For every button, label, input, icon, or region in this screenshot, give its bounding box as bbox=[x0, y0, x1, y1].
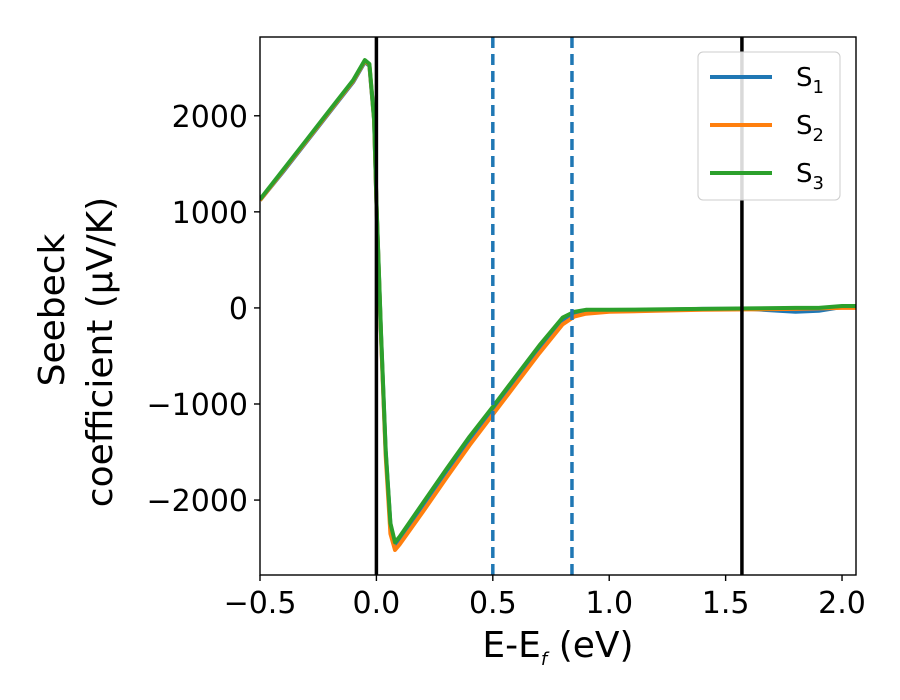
y-axis-ticks: −2000 −1000 0 1000 2000 bbox=[147, 100, 260, 519]
legend-label-1: S1 bbox=[796, 63, 824, 98]
x-tick-label: 0.0 bbox=[353, 586, 401, 621]
x-tick-label: 0.5 bbox=[469, 586, 517, 621]
x-axis-label: E-Ef (eV) bbox=[482, 625, 633, 670]
y-axis-label-line1: Seebeck bbox=[32, 233, 73, 386]
x-tick-label: 1.0 bbox=[585, 586, 633, 621]
y-tick-label: −1000 bbox=[147, 388, 248, 423]
plot-frame bbox=[259, 36, 857, 576]
x-tick-label: 1.5 bbox=[702, 586, 750, 621]
y-axis-label-line2: coefficient (μV/K) bbox=[80, 197, 121, 507]
legend: S1 S2 S3 bbox=[697, 51, 841, 201]
y-tick-label: 0 bbox=[229, 292, 248, 327]
y-tick-label: 1000 bbox=[172, 196, 248, 231]
y-tick-label: 2000 bbox=[172, 100, 248, 135]
x-tick-label: 2.0 bbox=[818, 586, 866, 621]
series-lines bbox=[260, 58, 856, 552]
legend-label-3: S3 bbox=[796, 159, 824, 194]
legend-label-2: S2 bbox=[796, 111, 824, 146]
x-tick-label: −0.5 bbox=[224, 586, 297, 621]
series-line-3 bbox=[260, 58, 856, 545]
y-tick-label: −2000 bbox=[147, 484, 248, 519]
x-axis-ticks: −0.5 0.0 0.5 1.0 1.5 2.0 bbox=[224, 575, 866, 621]
